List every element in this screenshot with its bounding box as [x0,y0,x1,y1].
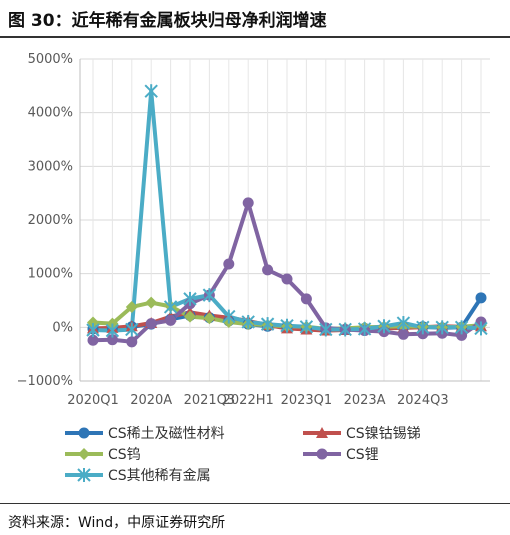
x-tick-label: 2024Q3 [397,393,449,408]
data-point-3 [126,336,138,348]
legend-label: CS稀土及磁性材料 [108,426,225,442]
data-point-3 [223,258,235,270]
y-tick-label: 2000% [28,213,73,228]
legend-label: CS镍钴锡锑 [346,426,421,442]
data-point-3 [397,328,409,340]
data-point-4 [183,291,197,306]
data-point-4 [396,316,411,331]
data-point-4 [280,318,294,333]
y-tick-label: 5000% [28,52,73,67]
data-point-4 [454,320,469,335]
data-point-3 [106,334,118,346]
x-tick-label: 2023A [344,393,386,408]
y-tick-label: 0% [52,320,73,335]
data-point-4 [260,317,275,332]
legend-swatch-marker [316,427,328,438]
data-point-4 [125,322,139,337]
legend-label: CS其他稀有金属 [108,468,211,484]
legend-item-4: CS其他稀有金属 [65,468,211,484]
figure-title: 图 30：近年稀有金属板块归母净利润增速 [8,11,327,31]
data-point-4 [144,84,158,99]
x-tick-label: 2022H1 [223,393,274,408]
data-point-4 [163,299,178,314]
y-tick-label: 3000% [28,159,73,174]
data-point-3 [145,318,157,330]
y-tick-label: 1000% [28,267,73,282]
data-point-4 [202,288,217,303]
title-rule [0,36,510,38]
legend-label: CS钨 [108,447,141,463]
data-point-4 [474,321,488,336]
data-point-4 [222,309,236,324]
data-point-3 [281,273,293,285]
data-point-3 [262,264,274,276]
data-point-2 [145,296,158,309]
data-point-4 [338,322,352,337]
data-point-3 [456,329,468,341]
data-point-4 [241,314,255,329]
data-point-2 [125,300,138,313]
net-profit-growth-chart: −1000% 0% 1000% 2000% 3000% 4000% 5000% 2020Q1… [17,52,490,484]
data-point-3 [165,314,177,326]
legend: CS稀土及磁性材料 CS镍钴锡锑 CS钨 CS锂 CS其他稀有金属 [65,426,421,484]
x-tick-label: 2020Q1 [67,393,119,408]
data-point-4 [435,320,449,335]
x-tick-label: 2020A [130,393,172,408]
data-point-2 [184,310,196,323]
legend-label: CS锂 [346,447,379,463]
data-point-4 [299,319,314,334]
x-tick-label: 2023Q1 [281,393,333,408]
legend-swatch-marker [316,448,328,460]
y-tick-label: −1000% [17,374,73,389]
y-tick-label: 4000% [28,106,73,121]
data-point-3 [300,293,312,305]
data-point-3 [242,197,254,209]
legend-item-2: CS钨 [65,447,141,463]
y-tick-labels: −1000% 0% 1000% 2000% 3000% 4000% 5000% [17,52,73,389]
data-point-4 [357,321,372,336]
legend-item-1: CS镍钴锡锑 [303,426,421,442]
footer-rule [0,503,510,504]
legend-swatch-marker [77,468,91,482]
source-note: 资料来源：Wind，中原证券研究所 [8,515,226,531]
data-point-0 [475,292,487,304]
data-point-3 [87,334,99,346]
series-markers [86,84,488,348]
legend-item-3: CS锂 [303,447,379,463]
legend-item-0: CS稀土及磁性材料 [65,426,225,442]
axes [79,59,490,382]
data-point-4 [377,319,391,334]
data-point-2 [87,316,99,329]
figure-header: 图 30：近年稀有金属板块归母净利润增速 [0,0,510,40]
data-point-4 [105,323,120,338]
data-point-4 [319,322,333,337]
data-point-4 [416,320,430,335]
data-point-2 [203,312,216,325]
data-point-4 [86,323,100,338]
legend-swatch-marker [78,448,90,460]
legend-swatch-marker [78,427,90,439]
x-tick-label: 2021Q3 [184,393,236,408]
